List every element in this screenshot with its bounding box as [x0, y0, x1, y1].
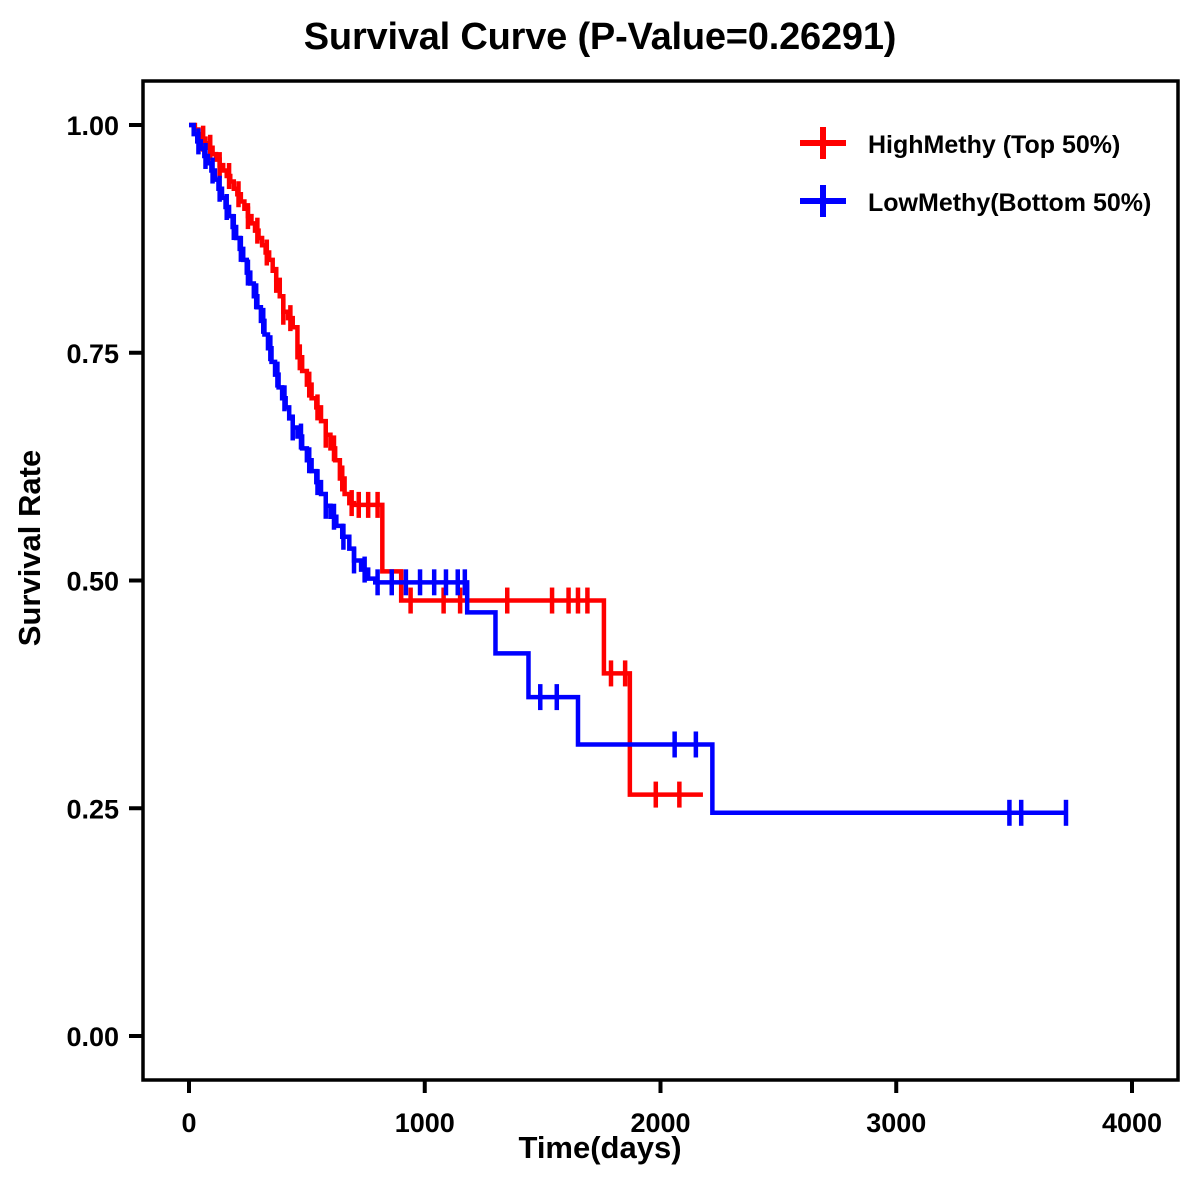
y-tick-label: 0.00	[66, 1022, 119, 1052]
x-tick-label: 1000	[395, 1108, 455, 1138]
plot-frame	[141, 79, 1180, 1082]
y-tick-label: 0.25	[66, 794, 119, 824]
x-axis-label: Time(days)	[518, 1130, 682, 1165]
series-layer	[189, 122, 1069, 826]
y-tick-label: 0.75	[66, 339, 119, 369]
step-line	[189, 122, 703, 797]
axis-frame	[141, 79, 1180, 1082]
x-axis-ticks: 0 1000 2000 3000 4000	[181, 1080, 1162, 1138]
series-lowmethy-bottom-50-	[189, 122, 1069, 826]
page-title: Survival Curve (P-Value=0.26291)	[303, 16, 897, 58]
x-tick-label: 4000	[1102, 1108, 1162, 1138]
y-tick-label: 1.00	[66, 111, 119, 141]
y-axis-ticks: 0.00 0.25 0.50 0.75 1.00	[66, 111, 143, 1052]
legend-label: HighMethy (Top 50%)	[868, 131, 1120, 159]
series-highmethy-top-50-	[189, 122, 703, 808]
y-tick-label: 0.50	[66, 567, 119, 597]
x-tick-label: 3000	[866, 1108, 926, 1138]
chart-legend: HighMethy (Top 50%) LowMethy(Bottom 50%)	[800, 127, 1151, 217]
step-line	[189, 122, 1066, 816]
x-tick-label: 2000	[630, 1108, 690, 1138]
x-tick-label: 0	[181, 1108, 196, 1138]
legend-label: LowMethy(Bottom 50%)	[868, 189, 1151, 217]
